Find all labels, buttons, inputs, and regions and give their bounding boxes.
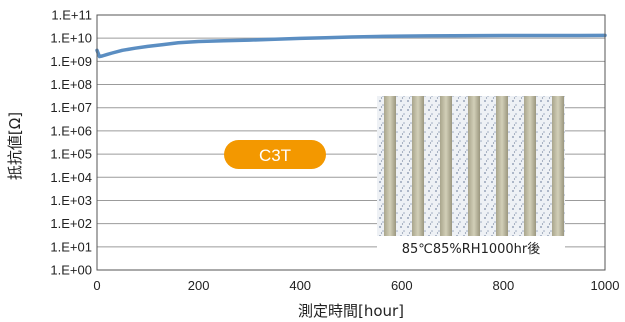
x-tick-label: 800 bbox=[493, 278, 515, 293]
c3t-badge: C3T bbox=[224, 140, 326, 169]
y-tick-label: 1.E+01 bbox=[50, 239, 92, 254]
y-tick-label: 1.E+05 bbox=[50, 147, 92, 162]
x-tick-label: 0 bbox=[93, 278, 100, 293]
badge-background bbox=[224, 140, 326, 169]
y-tick-label: 1.E+02 bbox=[50, 216, 92, 231]
gridlines bbox=[97, 37, 605, 248]
y-tick-label: 1.E+06 bbox=[50, 123, 92, 138]
y-tick-label: 1.E+03 bbox=[50, 193, 92, 208]
series-layer bbox=[95, 33, 607, 59]
inset-photo: 85℃85%RH1000hr後 bbox=[377, 96, 565, 262]
inset-caption: 85℃85%RH1000hr後 bbox=[402, 242, 541, 257]
badge-label: C3T bbox=[259, 146, 291, 165]
axes bbox=[96, 14, 606, 271]
tick-labels: 1.E+00 1.E+01 1.E+02 1.E+03 1.E+04 1.E+05 1.E+… bbox=[50, 8, 619, 294]
y-tick-label: 1.E+11 bbox=[51, 8, 92, 23]
y-tick-label: 1.E+00 bbox=[50, 263, 92, 278]
x-tick-label: 1000 bbox=[591, 278, 620, 293]
y-tick-label: 1.E+04 bbox=[50, 170, 92, 185]
y-tick-label: 1.E+09 bbox=[50, 54, 92, 69]
x-axis-title: 測定時間[hour] bbox=[298, 302, 404, 320]
x-tick-label: 400 bbox=[289, 278, 311, 293]
x-tick-label: 600 bbox=[391, 278, 413, 293]
series-line bbox=[95, 33, 607, 59]
plot-frame bbox=[96, 14, 606, 271]
y-tick-label: 1.E+07 bbox=[50, 100, 92, 115]
y-tick-label: 1.E+10 bbox=[50, 31, 92, 46]
y-axis-title: 抵抗値[Ω] bbox=[6, 112, 24, 180]
x-tick-label: 200 bbox=[188, 278, 210, 293]
y-tick-label: 1.E+08 bbox=[50, 77, 92, 92]
